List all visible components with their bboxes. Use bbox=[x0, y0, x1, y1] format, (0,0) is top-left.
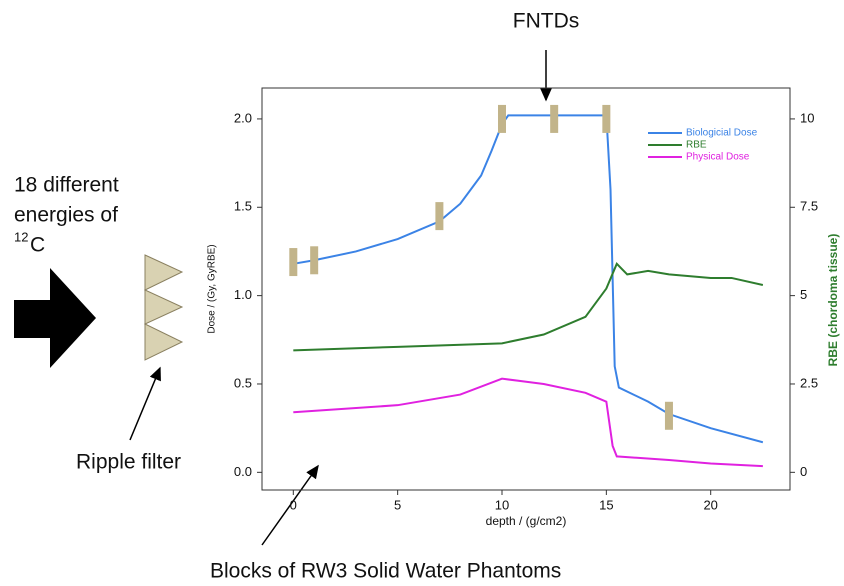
y-tick-label: 0.0 bbox=[234, 464, 252, 479]
x-tick-label: 0 bbox=[290, 497, 297, 512]
fntd-marker bbox=[310, 246, 319, 275]
fntd-marker bbox=[289, 248, 298, 277]
phantom-label: Blocks of RW3 Solid Water Phantoms bbox=[210, 560, 561, 583]
legend-label: Physical Dose bbox=[686, 152, 750, 163]
y-tick-label: 2.0 bbox=[234, 110, 252, 125]
energy-label: 18 different bbox=[14, 174, 119, 197]
isotope-mass: 12 bbox=[14, 229, 28, 244]
beam-arrow bbox=[14, 268, 96, 368]
fntd-marker bbox=[498, 104, 506, 133]
y-tick-label: 1.0 bbox=[234, 287, 252, 302]
plot-frame bbox=[261, 87, 791, 491]
fntd-label: FNTDs bbox=[513, 10, 580, 33]
y2-tick-label: 10 bbox=[800, 110, 814, 125]
y2-tick-label: 5 bbox=[800, 287, 807, 302]
y2-tick-label: 2.5 bbox=[800, 375, 818, 390]
x-tick-label: 5 bbox=[394, 497, 401, 512]
y2-axis-label: RBE (chordoma tissue) bbox=[826, 234, 840, 367]
y-tick-label: 1.5 bbox=[234, 199, 252, 214]
x-tick-label: 20 bbox=[703, 497, 717, 512]
y-axis-label: Dose / (Gy, GyRBE) bbox=[207, 244, 218, 333]
data-line bbox=[293, 114, 764, 444]
y2-tick-label: 0 bbox=[800, 464, 807, 479]
ripple-filter bbox=[143, 254, 184, 361]
y2-tick-label: 7.5 bbox=[800, 199, 818, 214]
fntd-marker bbox=[602, 104, 611, 133]
ripple-arrow bbox=[129, 366, 161, 441]
fntd-marker bbox=[664, 401, 673, 430]
x-axis-label: depth / (g/cm2) bbox=[486, 514, 567, 528]
legend-label: RBE bbox=[686, 140, 707, 151]
x-tick-label: 15 bbox=[599, 497, 613, 512]
energy-label: energies of bbox=[14, 204, 118, 227]
data-line bbox=[293, 262, 764, 352]
fntd-marker bbox=[550, 104, 559, 133]
fntd-marker bbox=[435, 202, 444, 231]
data-line bbox=[293, 377, 763, 468]
legend-label: Biologicial Dose bbox=[686, 128, 758, 139]
y-tick-label: 0.5 bbox=[234, 375, 252, 390]
phantom-arrow bbox=[261, 464, 319, 546]
x-tick-label: 10 bbox=[495, 497, 509, 512]
isotope-symbol: C bbox=[30, 234, 45, 257]
ripple-label: Ripple filter bbox=[76, 451, 181, 474]
